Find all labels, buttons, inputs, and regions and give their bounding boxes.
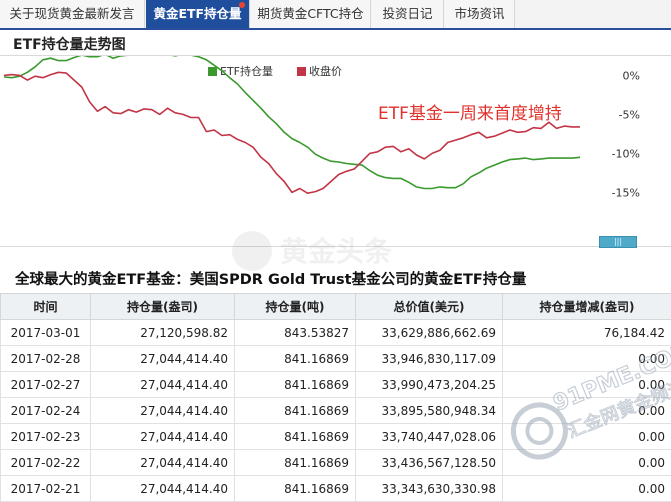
series-line-closing-price [4, 72, 580, 193]
table-header-row: 时间 持仓量(盎司) 持仓量(吨) 总价值(美元) 持仓量增减(盎司) [1, 294, 671, 320]
cell-total-value: 33,740,447,028.06 [356, 424, 503, 450]
tab-etf-holdings[interactable]: 黄金ETF持仓量 [146, 0, 250, 28]
header-holdings-oz: 持仓量(盎司) [91, 294, 235, 320]
tab-investment-diary[interactable]: 投资日记 [372, 0, 444, 28]
tab-market-news[interactable]: 市场资讯 [445, 0, 515, 28]
chart-scroll-handle[interactable]: ||| [599, 236, 637, 248]
cell-holdings-change: 0.00 [503, 372, 671, 398]
cell-date: 2017-02-27 [1, 372, 91, 398]
cell-holdings-change: 0.00 [503, 398, 671, 424]
cell-total-value: 33,436,567,128.50 [356, 450, 503, 476]
tab-label: 黄金ETF持仓量 [153, 6, 241, 21]
header-total-value: 总价值(美元) [356, 294, 503, 320]
cell-total-value: 33,895,580,948.34 [356, 398, 503, 424]
tab-label: 期货黄金CFTC持仓 [257, 6, 363, 21]
tab-latest-remarks[interactable]: 关于现货黄金最新发言 [0, 0, 145, 28]
cell-holdings-oz: 27,044,414.40 [91, 372, 235, 398]
tab-label: 投资日记 [382, 6, 432, 21]
cell-holdings-ton: 841.16869 [235, 346, 356, 372]
tab-label: 市场资讯 [454, 6, 504, 21]
y-tick-label: -5% [619, 108, 640, 121]
y-tick-label: -10% [612, 147, 640, 160]
cell-holdings-change: 76,184.42 [503, 320, 671, 346]
y-tick-label: 0% [623, 69, 640, 82]
section-title: ETF持仓量走势图 [13, 34, 126, 54]
cell-holdings-oz: 27,044,414.40 [91, 398, 235, 424]
header-holdings-change: 持仓量增减(盎司) [503, 294, 671, 320]
holdings-table: 时间 持仓量(盎司) 持仓量(吨) 总价值(美元) 持仓量增减(盎司) 2017… [0, 293, 671, 502]
cell-holdings-change: 0.00 [503, 476, 671, 502]
cell-holdings-change: 0.00 [503, 450, 671, 476]
notification-dot-icon [239, 2, 245, 8]
cell-holdings-ton: 841.16869 [235, 372, 356, 398]
cell-holdings-ton: 841.16869 [235, 424, 356, 450]
cell-date: 2017-02-23 [1, 424, 91, 450]
cell-holdings-change: 0.00 [503, 424, 671, 450]
tab-cftc-holdings[interactable]: 期货黄金CFTC持仓 [251, 0, 371, 28]
cell-total-value: 33,946,830,117.09 [356, 346, 503, 372]
series-layer [4, 56, 580, 193]
scroll-handle-grip: ||| [614, 237, 622, 246]
cell-holdings-ton: 841.16869 [235, 450, 356, 476]
header-holdings-ton: 持仓量(吨) [235, 294, 356, 320]
cell-holdings-oz: 27,044,414.40 [91, 450, 235, 476]
cell-holdings-oz: 27,044,414.40 [91, 346, 235, 372]
cell-holdings-oz: 27,044,414.40 [91, 476, 235, 502]
y-axis: 0% -5% -10% -15% [612, 69, 640, 199]
chart-annotation: ETF基金一周来首度增持 [378, 104, 562, 124]
cell-total-value: 33,343,630,330.98 [356, 476, 503, 502]
etf-chart-svg: ETF持仓量 收盘价 0%-5%-10%-15% ETF基金一周来首度增持 [0, 56, 671, 248]
cell-holdings-change: 0.00 [503, 346, 671, 372]
cell-holdings-oz: 27,120,598.82 [91, 320, 235, 346]
etf-chart: ETF持仓量 收盘价 0%-5%-10%-15% ETF基金一周来首度增持 [0, 55, 671, 247]
cell-holdings-oz: 27,044,414.40 [91, 424, 235, 450]
legend-label-price: 收盘价 [309, 64, 342, 78]
cell-total-value: 33,629,886,662.69 [356, 320, 503, 346]
y-tick-label: -15% [612, 186, 640, 199]
cell-date: 2017-02-24 [1, 398, 91, 424]
legend-swatch-etf [208, 67, 217, 76]
cell-date: 2017-03-01 [1, 320, 91, 346]
tab-label: 关于现货黄金最新发言 [9, 6, 134, 21]
legend-swatch-price [297, 67, 306, 76]
cell-date: 2017-02-28 [1, 346, 91, 372]
cell-total-value: 33,990,473,204.25 [356, 372, 503, 398]
cell-holdings-ton: 843.53827 [235, 320, 356, 346]
tab-bar: 关于现货黄金最新发言 黄金ETF持仓量 期货黄金CFTC持仓 投资日记 市场资讯 [0, 0, 671, 30]
table-title: 全球最大的黄金ETF基金：美国SPDR Gold Trust基金公司的黄金ETF… [15, 268, 526, 289]
cell-date: 2017-02-22 [1, 450, 91, 476]
header-date: 时间 [1, 294, 91, 320]
cell-holdings-ton: 841.16869 [235, 398, 356, 424]
cell-date: 2017-02-21 [1, 476, 91, 502]
cell-holdings-ton: 841.16869 [235, 476, 356, 502]
